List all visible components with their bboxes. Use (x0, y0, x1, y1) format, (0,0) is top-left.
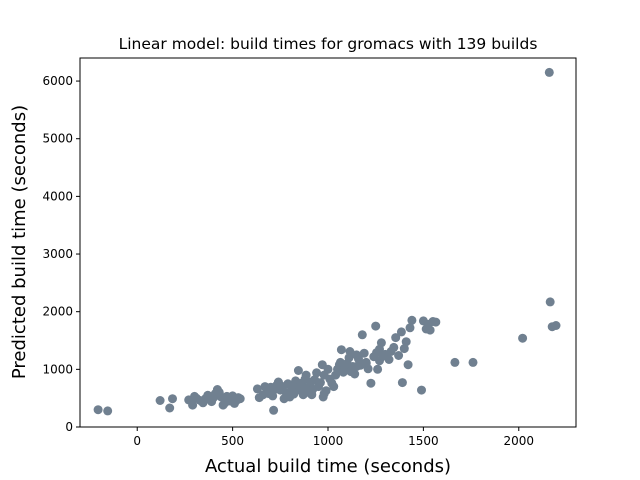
data-point-125 (468, 357, 478, 367)
data-point-108 (391, 333, 401, 343)
data-point-131 (319, 389, 329, 399)
data-point-132 (352, 362, 362, 371)
data-point-2 (155, 396, 165, 405)
data-point-135 (300, 385, 310, 394)
data-point-1 (103, 406, 113, 416)
data-point-4 (168, 394, 177, 404)
y-tick-label: 0 (65, 420, 73, 434)
data-point-93 (359, 348, 369, 358)
data-point-116 (407, 315, 417, 325)
data-point-111 (397, 378, 407, 388)
data-point-134 (275, 381, 285, 390)
data-point-114 (403, 360, 413, 370)
data-point-0 (93, 405, 103, 415)
chart-title: Linear model: build times for gromacs wi… (119, 35, 538, 53)
data-point-109 (394, 351, 404, 360)
data-point-67 (315, 378, 325, 388)
x-tick-label: 1000 (313, 434, 344, 448)
data-point-128 (545, 297, 555, 307)
y-axis: 0 1000 2000 3000 4000 5000 6000 (42, 74, 80, 434)
data-point-126 (518, 333, 528, 343)
data-point-136 (375, 344, 384, 354)
y-tick-label: 3000 (42, 247, 73, 261)
x-tick-label: 0 (133, 434, 141, 448)
x-axis: 0 500 1000 1500 2000 (133, 427, 534, 448)
data-point-65 (312, 368, 322, 378)
x-axis-label: Actual build time (seconds) (205, 456, 451, 477)
data-point-38 (269, 405, 279, 415)
data-point-124 (450, 357, 460, 367)
data-point-75 (329, 382, 339, 392)
data-point-105 (384, 355, 394, 364)
data-point-57 (301, 370, 311, 380)
data-point-29 (235, 394, 245, 404)
data-point-137 (289, 389, 299, 399)
data-point-112 (399, 344, 409, 354)
y-tick-label: 4000 (42, 189, 73, 203)
x-tick-label: 500 (221, 434, 244, 448)
x-tick-label: 1500 (408, 434, 439, 448)
data-point-52 (293, 366, 303, 375)
data-point-85 (345, 347, 355, 356)
y-tick-label: 6000 (42, 74, 73, 88)
data-point-117 (417, 385, 426, 395)
data-point-115 (405, 323, 415, 333)
data-point-88 (350, 369, 360, 379)
data-point-133 (361, 359, 371, 369)
y-axis-label: Predicted build time (seconds) (9, 105, 30, 379)
x-tick-label: 2000 (503, 434, 534, 448)
data-point-3 (165, 403, 175, 413)
data-point-130 (551, 321, 561, 330)
data-point-98 (371, 321, 381, 331)
data-point-30 (252, 384, 262, 394)
data-point-110 (396, 327, 406, 337)
data-point-113 (401, 337, 411, 347)
data-point-127 (544, 67, 554, 77)
data-point-100 (373, 364, 383, 374)
data-point-72 (323, 364, 333, 374)
data-point-92 (357, 330, 367, 340)
y-tick-label: 2000 (42, 305, 73, 319)
data-point-123 (431, 317, 441, 327)
y-tick-label: 1000 (42, 362, 73, 376)
data-point-107 (389, 342, 399, 352)
data-point-6 (188, 400, 198, 410)
data-point-138 (220, 398, 230, 408)
data-point-80 (336, 345, 346, 355)
data-point-121 (425, 325, 435, 335)
data-point-96 (366, 378, 376, 388)
y-tick-label: 5000 (42, 132, 73, 146)
data-points (93, 67, 561, 416)
